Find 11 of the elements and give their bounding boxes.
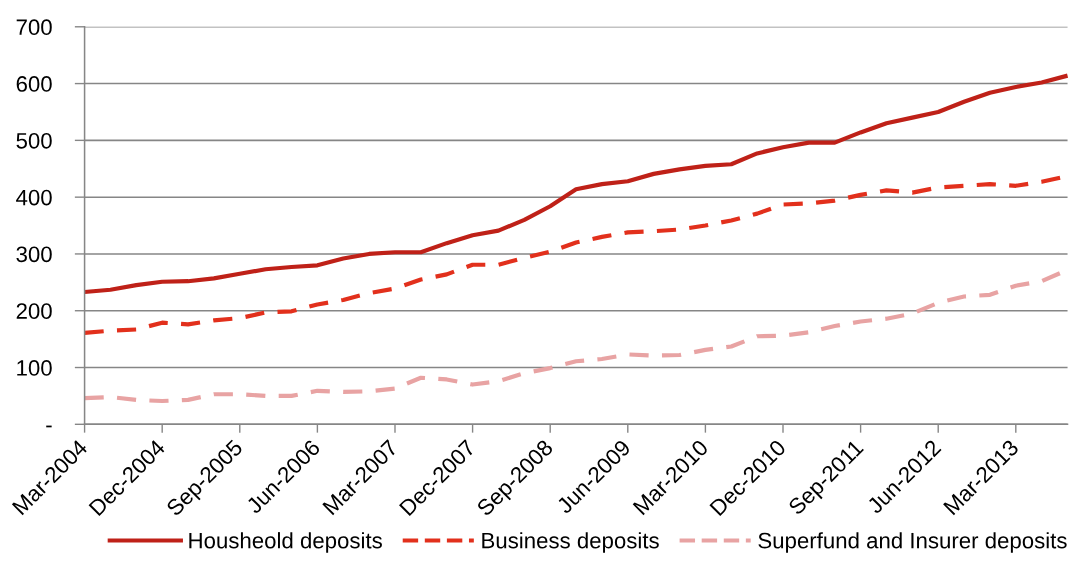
y-tick-label: 400 xyxy=(16,189,52,206)
y-tick-label: 500 xyxy=(16,132,52,149)
legend-label: Business deposits xyxy=(482,532,659,553)
y-tick-label: 700 xyxy=(16,19,52,36)
legend-label: Housheold deposits xyxy=(189,532,382,553)
legend-label: Superfund and Insurer deposits xyxy=(758,532,1067,553)
y-tick-label: 600 xyxy=(16,76,52,92)
y-tick-label: 200 xyxy=(16,303,52,319)
y-tick-label: 300 xyxy=(16,246,52,263)
y-tick-label: - xyxy=(46,425,52,428)
y-tick-label: 100 xyxy=(17,360,52,376)
